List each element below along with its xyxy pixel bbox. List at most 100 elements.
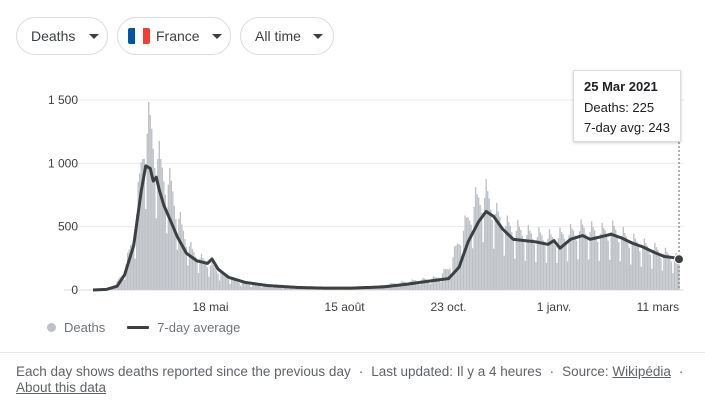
deaths-bar[interactable] [120, 275, 123, 290]
deaths-bar[interactable] [220, 273, 222, 290]
deaths-bar[interactable] [291, 287, 293, 290]
deaths-bar[interactable] [277, 286, 279, 290]
deaths-bar[interactable] [405, 282, 408, 290]
deaths-bar[interactable] [167, 184, 169, 290]
deaths-bar[interactable] [134, 258, 136, 290]
deaths-bar[interactable] [488, 198, 490, 290]
deaths-bar[interactable] [607, 240, 609, 290]
deaths-bar[interactable] [217, 273, 219, 290]
deaths-bar[interactable] [247, 283, 249, 290]
deaths-bar[interactable] [453, 246, 456, 290]
deaths-bar[interactable] [264, 284, 266, 290]
deaths-bar[interactable] [125, 264, 127, 290]
deaths-bar[interactable] [419, 284, 421, 290]
about-data-link[interactable]: About this data [16, 380, 107, 395]
deaths-bar[interactable] [622, 226, 624, 290]
deaths-bar[interactable] [673, 258, 676, 290]
deaths-bar[interactable] [505, 225, 507, 290]
deaths-bar[interactable] [583, 227, 585, 290]
deaths-bar[interactable] [148, 101, 150, 290]
deaths-bar[interactable] [499, 216, 501, 290]
deaths-bar[interactable] [562, 234, 564, 290]
deaths-bar[interactable] [624, 233, 626, 290]
deaths-bar[interactable] [657, 249, 659, 290]
deaths-bar[interactable] [170, 180, 173, 290]
deaths-bar[interactable] [273, 286, 275, 290]
deaths-bar[interactable] [485, 179, 487, 290]
deaths-bar[interactable] [113, 288, 115, 290]
deaths-bar[interactable] [544, 245, 546, 290]
deaths-bar[interactable] [538, 227, 540, 290]
deaths-bar[interactable] [245, 283, 248, 290]
deaths-bar[interactable] [529, 230, 531, 290]
deaths-bar[interactable] [470, 224, 472, 290]
deaths-bar[interactable] [286, 286, 288, 290]
deaths-bar[interactable] [158, 140, 160, 290]
deaths-bar[interactable] [366, 288, 368, 290]
deaths-bar[interactable] [428, 280, 430, 290]
deaths-bar[interactable] [215, 270, 218, 290]
deaths-bar[interactable] [136, 214, 138, 290]
metric-dropdown[interactable]: Deaths [16, 17, 108, 55]
deaths-bar[interactable] [630, 264, 632, 290]
deaths-bar[interactable] [149, 115, 151, 290]
deaths-bar[interactable] [435, 277, 438, 290]
deaths-bar[interactable] [461, 260, 463, 290]
deaths-bar[interactable] [279, 286, 281, 290]
deaths-bar[interactable] [536, 236, 539, 290]
deaths-bar[interactable] [609, 259, 611, 290]
deaths-bar[interactable] [508, 222, 510, 290]
deaths-bar[interactable] [658, 253, 661, 290]
deaths-bar[interactable] [592, 227, 594, 290]
deaths-bar[interactable] [173, 205, 176, 290]
deaths-bar[interactable] [163, 181, 165, 290]
deaths-bar[interactable] [643, 238, 646, 290]
deaths-bar[interactable] [511, 232, 513, 290]
deaths-bar[interactable] [154, 167, 156, 290]
deaths-bar[interactable] [200, 253, 203, 290]
deaths-bar[interactable] [586, 239, 588, 290]
deaths-bar[interactable] [398, 286, 400, 290]
deaths-bar[interactable] [241, 282, 243, 290]
deaths-bar[interactable] [288, 286, 290, 290]
deaths-bar[interactable] [259, 285, 261, 290]
deaths-bar[interactable] [248, 284, 251, 290]
deaths-bar[interactable] [462, 230, 465, 290]
deaths-bar[interactable] [178, 218, 180, 290]
deaths-bar[interactable] [490, 209, 492, 290]
deaths-bar[interactable] [413, 280, 415, 290]
deaths-bar[interactable] [437, 277, 439, 290]
deaths-bar[interactable] [420, 279, 423, 290]
deaths-bar[interactable] [566, 261, 569, 290]
deaths-bar[interactable] [133, 243, 135, 290]
deaths-bar[interactable] [532, 238, 534, 290]
deaths-bar[interactable] [648, 250, 650, 290]
deaths-bar[interactable] [169, 167, 171, 290]
deaths-bar[interactable] [236, 281, 239, 290]
deaths-bar[interactable] [515, 230, 517, 290]
deaths-bar[interactable] [227, 279, 230, 290]
deaths-bar[interactable] [577, 259, 579, 290]
deaths-bar[interactable] [181, 224, 183, 290]
deaths-bar[interactable] [145, 209, 147, 290]
deaths-bar[interactable] [572, 230, 575, 290]
deaths-bar[interactable] [139, 173, 141, 290]
deaths-bar[interactable] [303, 288, 305, 290]
deaths-bar[interactable] [604, 230, 606, 290]
deaths-bar[interactable] [554, 246, 557, 290]
deaths-bar[interactable] [569, 223, 572, 290]
deaths-bar[interactable] [440, 281, 442, 290]
deaths-bar[interactable] [559, 227, 561, 290]
deaths-bar[interactable] [482, 242, 484, 290]
deaths-bar[interactable] [518, 226, 520, 290]
deaths-bar[interactable] [432, 276, 435, 290]
deaths-bar[interactable] [438, 277, 441, 290]
deaths-bar[interactable] [491, 219, 493, 290]
deaths-bar[interactable] [221, 271, 224, 290]
deaths-bar[interactable] [238, 282, 240, 291]
deaths-bar[interactable] [465, 217, 468, 290]
deaths-bar[interactable] [161, 167, 163, 290]
deaths-bar[interactable] [224, 275, 227, 290]
deaths-bar[interactable] [232, 278, 234, 290]
deaths-bar[interactable] [214, 267, 216, 290]
